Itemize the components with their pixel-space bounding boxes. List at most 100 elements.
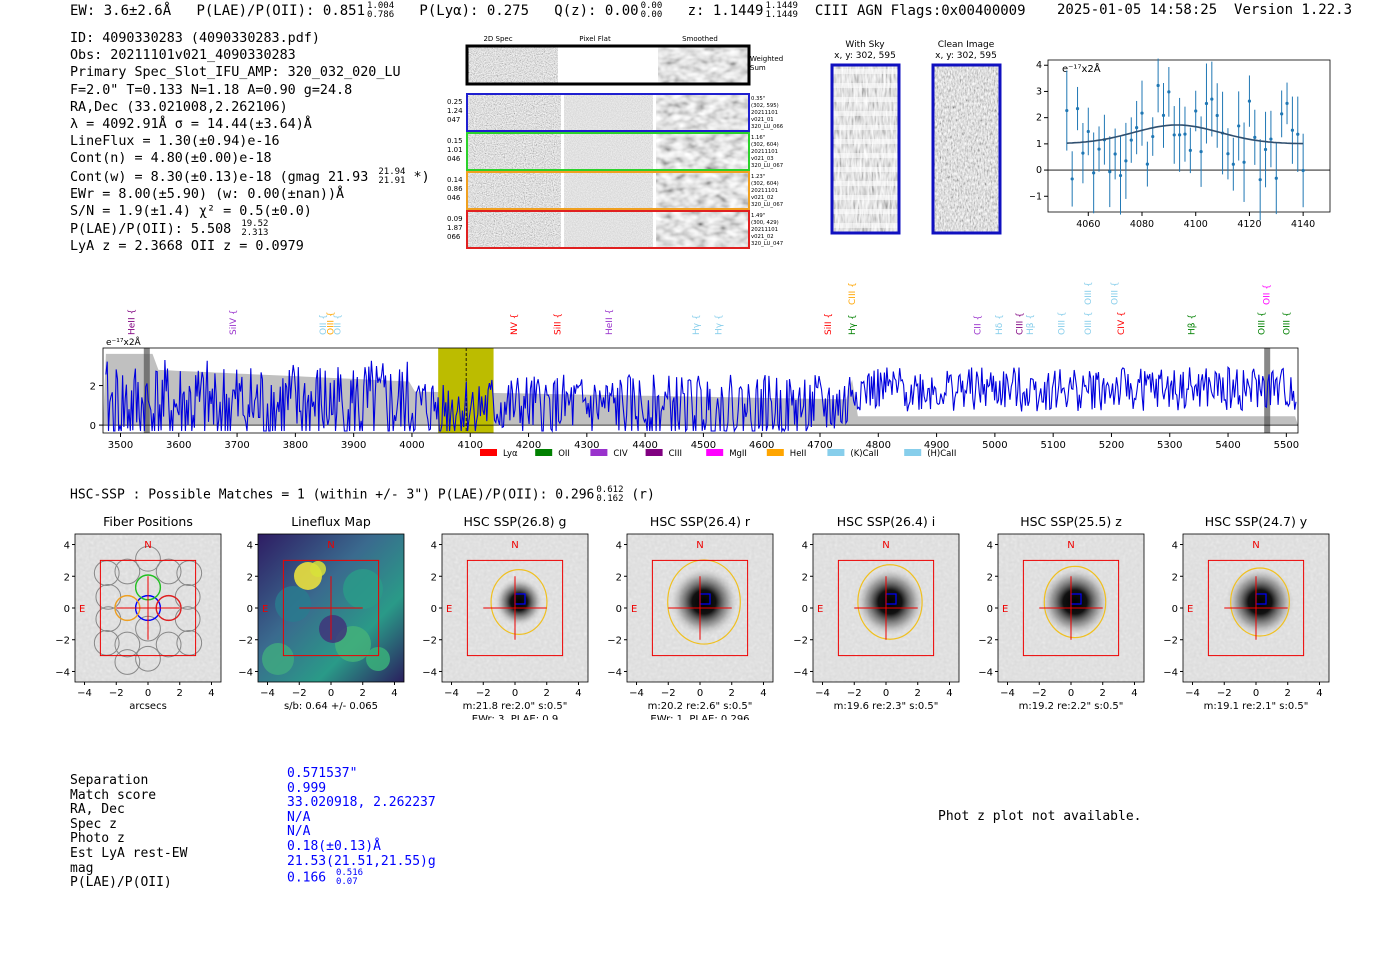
stamp-weight: 046	[447, 194, 461, 202]
stamp-meta: 320_LU_047	[751, 241, 783, 247]
panel-ytick: −2	[978, 636, 993, 647]
panel-xtick: 0	[1253, 688, 1259, 699]
panel-ytick: −4	[978, 667, 993, 678]
legend-item: (H)CaII	[904, 449, 956, 459]
svg-text:HeII {: HeII {	[128, 309, 138, 335]
col-smoothed: Smoothed	[682, 35, 718, 43]
lf-ytick: 3	[1036, 86, 1042, 97]
emission-line-label: OIII {	[1110, 281, 1120, 305]
fit-params: F=2.0" T=0.133 N=1.18 A=0.90 g=24.8	[70, 82, 353, 98]
panel-ytick: 0	[64, 604, 70, 615]
lf-xtick: 4080	[1130, 219, 1154, 230]
svg-text:OIII {: OIII {	[1110, 281, 1120, 305]
stamp-meta: (300, 429)	[751, 220, 779, 226]
panel-xtick: −4	[815, 688, 830, 699]
svg-text:OIII {: OIII {	[1084, 281, 1094, 305]
panel-ytick: −2	[238, 636, 253, 647]
emission-line-label: SiIV {	[229, 309, 239, 335]
lf-ytick: 4	[1036, 60, 1042, 71]
panel-ytick: 2	[431, 572, 437, 583]
match-label: Est LyA rest-EW	[70, 845, 188, 861]
panel-caption: m:19.2 re:2.2" s:0.5"	[1019, 701, 1124, 712]
svg-text:CIV: CIV	[613, 449, 627, 459]
spectrum-unit: e⁻¹⁷x2Å	[106, 336, 142, 348]
redshift-value: z: 1.1449	[687, 3, 764, 19]
emission-line-label: OIII {	[1057, 311, 1067, 335]
svg-text:OIII {: OIII {	[1282, 311, 1292, 335]
match-labels: Separation Match score RA, Dec Spec z Photo …	[70, 773, 188, 891]
emission-line-label: Hγ {	[848, 314, 858, 335]
stamp-weight: 0.14	[447, 176, 463, 184]
spectrum-xtick: 5500	[1274, 440, 1299, 451]
svg-text:Hγ {: Hγ {	[692, 314, 702, 335]
east-label: E	[1187, 604, 1193, 615]
emission-line-label: OIII {	[1084, 281, 1094, 305]
stamp-meta: 20211101	[751, 110, 778, 116]
panel-xtick: 4	[1131, 688, 1137, 699]
legend-item: (K)CaII	[827, 449, 879, 459]
datetime: 2025-01-05 14:58:25	[1057, 2, 1218, 18]
legend-item: MgII	[706, 449, 747, 459]
legend-item: CIV	[590, 449, 628, 459]
panel-caption: m:19.1 re:2.1" s:0.5"	[1204, 701, 1309, 712]
spectrum-xtick: 5400	[1215, 440, 1240, 451]
east-label: E	[817, 604, 823, 615]
emission-line-label: HeII {	[605, 309, 615, 335]
panel-ytick: −4	[607, 667, 622, 678]
panel-xtick: 2	[1100, 688, 1106, 699]
cont-n: Cont(n) = 4.80(±0.00)e-18	[70, 151, 272, 167]
stamp-meta: 20211101	[751, 188, 778, 194]
emission-line-label: CIII {	[1015, 312, 1025, 335]
detection-id: ID: 4090330283 (4090330283.pdf)	[70, 31, 320, 46]
spectrum-xtick: 4100	[458, 440, 483, 451]
panel-ytick: 4	[431, 541, 437, 552]
emission-line-label: SiII {	[554, 313, 564, 335]
panel-xtick: −2	[109, 688, 124, 699]
panel-ytick: −4	[422, 667, 437, 678]
panel-ytick: −4	[793, 667, 808, 678]
north-label: N	[144, 540, 151, 551]
east-label: E	[79, 604, 85, 615]
panel-xtick: 0	[697, 688, 703, 699]
header-right: 2025-01-05 14:58:25 Version 1.22.3	[1057, 2, 1352, 18]
with-sky-image	[832, 65, 899, 233]
ewr: EWr = 8.00(±5.90) (w: 0.00(±nan))Å	[70, 186, 345, 202]
spectrum-xtick: 5100	[1040, 440, 1065, 451]
panel-ytick: 2	[247, 572, 253, 583]
emission-line-label: SiII {	[824, 313, 834, 335]
panel-ytick: 0	[247, 604, 253, 615]
panel-ytick: 4	[1172, 541, 1178, 552]
panel-ytick: 2	[802, 572, 808, 583]
north-label: N	[1067, 540, 1074, 551]
panel-xtick: 4	[208, 688, 214, 699]
panel-ytick: 2	[987, 572, 993, 583]
match-label: mag	[70, 860, 94, 876]
match-label: Match score	[70, 787, 157, 803]
panel-title: HSC SSP(26.8) g	[464, 514, 567, 529]
clean-image-coord: x, y: 302, 595	[935, 51, 997, 61]
north-label: N	[882, 540, 889, 551]
spectrum-xtick: 4200	[516, 440, 541, 451]
hsc-header: HSC-SSP : Possible Matches = 1 (within +…	[70, 485, 655, 504]
panel-title: Lineflux Map	[291, 514, 371, 529]
stamp-weight: 047	[447, 116, 460, 124]
cont-w: Cont(w) = 8.30(±0.13)e-18 (gmag 21.93 21…	[70, 166, 430, 186]
stamp-meta: v021_01	[751, 117, 774, 123]
panel-caption: arcsecs	[129, 701, 167, 712]
svg-text:HeII {: HeII {	[605, 309, 615, 335]
lf-ytick: 0	[1036, 165, 1042, 176]
emission-line-label: Hβ {	[1026, 314, 1036, 335]
panel-xtick: −2	[1032, 688, 1047, 699]
spectrum-xtick: 4400	[632, 440, 657, 451]
stamp-weight: 0.86	[447, 185, 463, 193]
clean-image-title: Clean Image	[938, 40, 995, 50]
match-value: 21.53(21.51,21.55)g	[287, 853, 436, 869]
stamp-meta: (302, 595)	[751, 103, 779, 109]
emission-line-label: OII {	[319, 314, 329, 335]
spectrum-ytick: 2	[90, 382, 96, 393]
spectrum-xtick: 4300	[574, 440, 599, 451]
svg-text:(K)CaII: (K)CaII	[850, 449, 878, 459]
stamp-meta: 20211101	[751, 227, 778, 233]
panel-xtick: 2	[360, 688, 366, 699]
panel-ytick: −2	[793, 636, 808, 647]
